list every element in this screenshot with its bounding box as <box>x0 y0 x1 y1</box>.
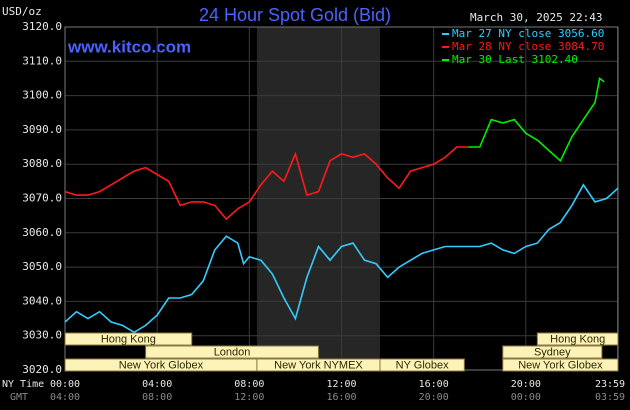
y-tick-label: 3080.0 <box>22 157 62 170</box>
ny-time-label: NY Time <box>2 379 44 390</box>
legend-label: Mar 28 NY close 3084.70 <box>452 40 604 53</box>
session-label: New York Globex <box>518 359 603 371</box>
x-tick-label: 23:59 <box>595 379 625 390</box>
y-tick-label: 3060.0 <box>22 226 62 239</box>
x-tick-label: 00:00 <box>50 379 80 390</box>
unit-label: USD/oz <box>2 5 42 18</box>
site-label: www.kitco.com <box>67 37 191 56</box>
session-box <box>145 345 319 359</box>
session-box <box>64 332 193 346</box>
gmt-tick-label: 04:00 <box>50 392 80 403</box>
session-box <box>536 332 619 346</box>
gmt-tick-label: 00:00 <box>511 392 541 403</box>
session-label: Sydney <box>534 346 571 358</box>
y-tick-label: 3070.0 <box>22 192 62 205</box>
session-label: NY Globex <box>396 359 449 371</box>
session-label: London <box>214 346 251 358</box>
legend-label: Mar 30 Last 3102.40 <box>452 53 578 66</box>
gmt-tick-label: 08:00 <box>142 392 172 403</box>
session-label: Hong Kong <box>101 333 156 345</box>
price-line <box>64 146 469 221</box>
x-tick-label: 04:00 <box>142 379 172 390</box>
x-tick-label: 08:00 <box>234 379 264 390</box>
y-tick-label: 3110.0 <box>22 54 62 67</box>
x-tick-label: 12:00 <box>326 379 356 390</box>
y-tick-label: 3090.0 <box>22 123 62 136</box>
y-tick-label: 3100.0 <box>22 89 62 102</box>
y-tick-label: 3030.0 <box>22 329 62 342</box>
session-box <box>502 358 619 372</box>
legend-label: Mar 27 NY close 3056.60 <box>452 27 604 40</box>
y-tick-label: 3020.0 <box>22 363 62 376</box>
session-box <box>502 345 603 359</box>
gmt-label: GMT <box>10 392 28 403</box>
gmt-tick-label: 03:59 <box>595 392 625 403</box>
x-tick-label: 20:00 <box>511 379 541 390</box>
session-label: New York NYMEX <box>274 359 363 371</box>
y-tick-label: 3040.0 <box>22 294 62 307</box>
gmt-tick-label: 20:00 <box>419 392 449 403</box>
session-box <box>379 358 465 372</box>
gmt-tick-label: 12:00 <box>234 392 264 403</box>
session-label: Hong Kong <box>550 333 605 345</box>
price-line <box>468 76 605 163</box>
session-label: New York Globex <box>119 359 204 371</box>
chart-title: 24 Hour Spot Gold (Bid) <box>199 5 391 25</box>
gmt-tick-label: 16:00 <box>326 392 356 403</box>
price-line <box>64 183 619 334</box>
timestamp: March 30, 2025 22:43 <box>470 11 602 24</box>
x-tick-label: 16:00 <box>419 379 449 390</box>
y-tick-label: 3120.0 <box>22 20 62 33</box>
y-tick-label: 3050.0 <box>22 260 62 273</box>
